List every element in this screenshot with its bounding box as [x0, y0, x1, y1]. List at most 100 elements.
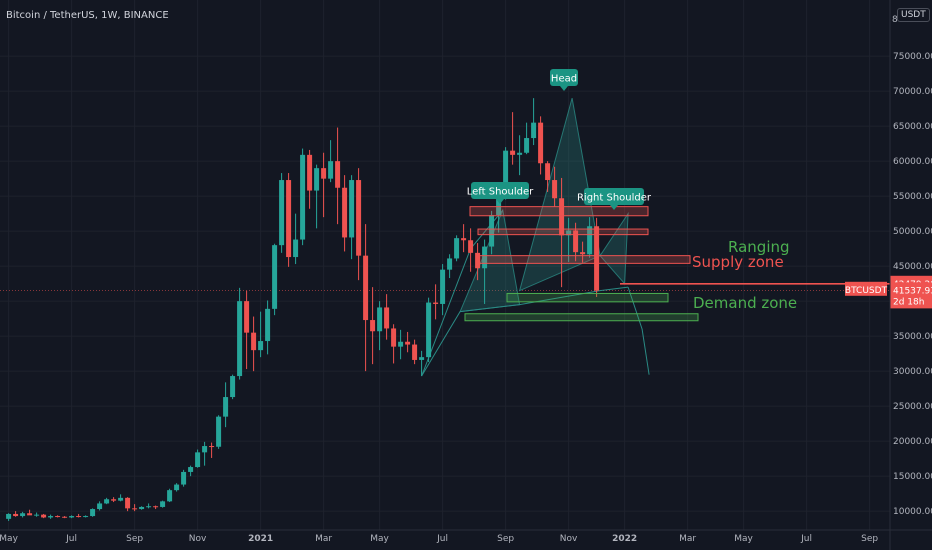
time-axis: May Jul Sep Nov 2021 Mar May Jul Sep Nov 2022 Mar Ma… — [0, 534, 878, 544]
price-tick-label: 20000.00 — [893, 437, 932, 447]
candle — [545, 161, 551, 192]
candle-body — [580, 252, 586, 255]
candle — [405, 331, 411, 353]
candle — [27, 509, 33, 516]
currency-button[interactable]: USDT — [897, 8, 930, 22]
time-tick-label: Jul — [800, 534, 812, 544]
candle — [48, 514, 54, 519]
candle — [258, 311, 264, 358]
candle — [293, 213, 299, 265]
candle-body — [314, 168, 320, 191]
head-label-pointer — [560, 86, 568, 91]
time-tick-label: Sep — [861, 534, 878, 544]
price-tick-label: 70000.00 — [893, 87, 932, 97]
candle — [335, 127, 341, 225]
candle — [391, 324, 397, 364]
price-tick-label: 25000.00 — [893, 402, 932, 412]
ranging-label: Ranging — [728, 238, 790, 256]
demand-zones — [464, 292, 699, 322]
candle-body — [55, 516, 61, 518]
price-tick-label: 60000.00 — [893, 157, 932, 167]
head-label-text: Head — [551, 74, 577, 85]
candle — [90, 508, 96, 517]
supply-zone-box — [469, 206, 649, 217]
candle-body — [377, 307, 383, 332]
candle-body — [370, 320, 376, 332]
candle — [62, 516, 68, 519]
time-tick-label: 2022 — [612, 534, 637, 544]
candle — [153, 505, 159, 510]
candle-body — [41, 514, 47, 518]
candle — [363, 224, 369, 372]
time-tick-label: Nov — [560, 534, 578, 544]
price-tick-label: 55000.00 — [893, 192, 932, 202]
time-tick-label: Mar — [679, 534, 696, 544]
candle-body — [454, 238, 460, 259]
candle-body — [34, 514, 40, 516]
left-shoulder-label-pointer — [496, 199, 504, 204]
candle-body — [251, 332, 257, 351]
candle — [265, 300, 271, 355]
candle — [279, 173, 285, 253]
candle-body — [503, 150, 509, 190]
candle-body — [118, 497, 124, 501]
candle — [342, 175, 348, 252]
price-tick-label: 50000.00 — [893, 227, 932, 237]
candle-body — [76, 516, 82, 518]
candle — [69, 515, 75, 519]
neckline — [421, 286, 629, 377]
candle — [160, 500, 166, 508]
grid-lines — [0, 0, 890, 530]
candle — [188, 465, 194, 477]
candle — [223, 382, 229, 428]
candle-body — [223, 397, 229, 417]
candle-body — [328, 161, 334, 179]
candle-body — [293, 239, 299, 258]
candle — [531, 98, 537, 146]
symbol-title[interactable]: Bitcoin / TetherUS, 1W, BINANCE — [6, 10, 169, 21]
right-shoulder-label-text: Right Shoulder — [577, 193, 652, 204]
candle — [594, 217, 600, 297]
candle-body — [90, 509, 96, 517]
candle — [55, 515, 61, 518]
head-triangle — [518, 98, 601, 292]
candle-body — [482, 246, 488, 269]
time-tick-label: Sep — [126, 534, 143, 544]
candle-body — [335, 161, 341, 188]
candle-body — [426, 302, 432, 358]
candle — [132, 504, 138, 512]
supply-zone-box — [477, 255, 691, 264]
candle-body — [272, 245, 278, 309]
candle-body — [6, 513, 12, 519]
candle — [538, 116, 544, 175]
candle — [489, 210, 495, 255]
candle — [559, 177, 565, 288]
candle-body — [181, 471, 187, 485]
candle-body — [188, 467, 194, 472]
candle — [230, 374, 236, 400]
candle-body — [391, 328, 397, 347]
candle-body — [174, 484, 180, 491]
candle-body — [349, 180, 355, 238]
candle-body — [230, 376, 236, 398]
candle — [580, 241, 586, 263]
candle — [370, 287, 376, 365]
price-label-bg — [890, 282, 932, 309]
candle-body — [244, 301, 250, 333]
price-tick-label: 45000.00 — [893, 262, 932, 272]
candle-body — [13, 513, 19, 517]
time-tick-label: Sep — [497, 534, 514, 544]
candle-body — [132, 508, 138, 510]
candle-body — [363, 255, 369, 321]
candle — [517, 135, 523, 176]
candle-body — [97, 503, 103, 510]
candle — [447, 254, 453, 279]
candle — [209, 442, 215, 458]
head-label: Head — [550, 69, 578, 91]
candle-body — [510, 150, 516, 155]
candle-body — [209, 446, 215, 448]
candle-body — [69, 516, 75, 518]
demand-zone-box — [464, 313, 699, 322]
